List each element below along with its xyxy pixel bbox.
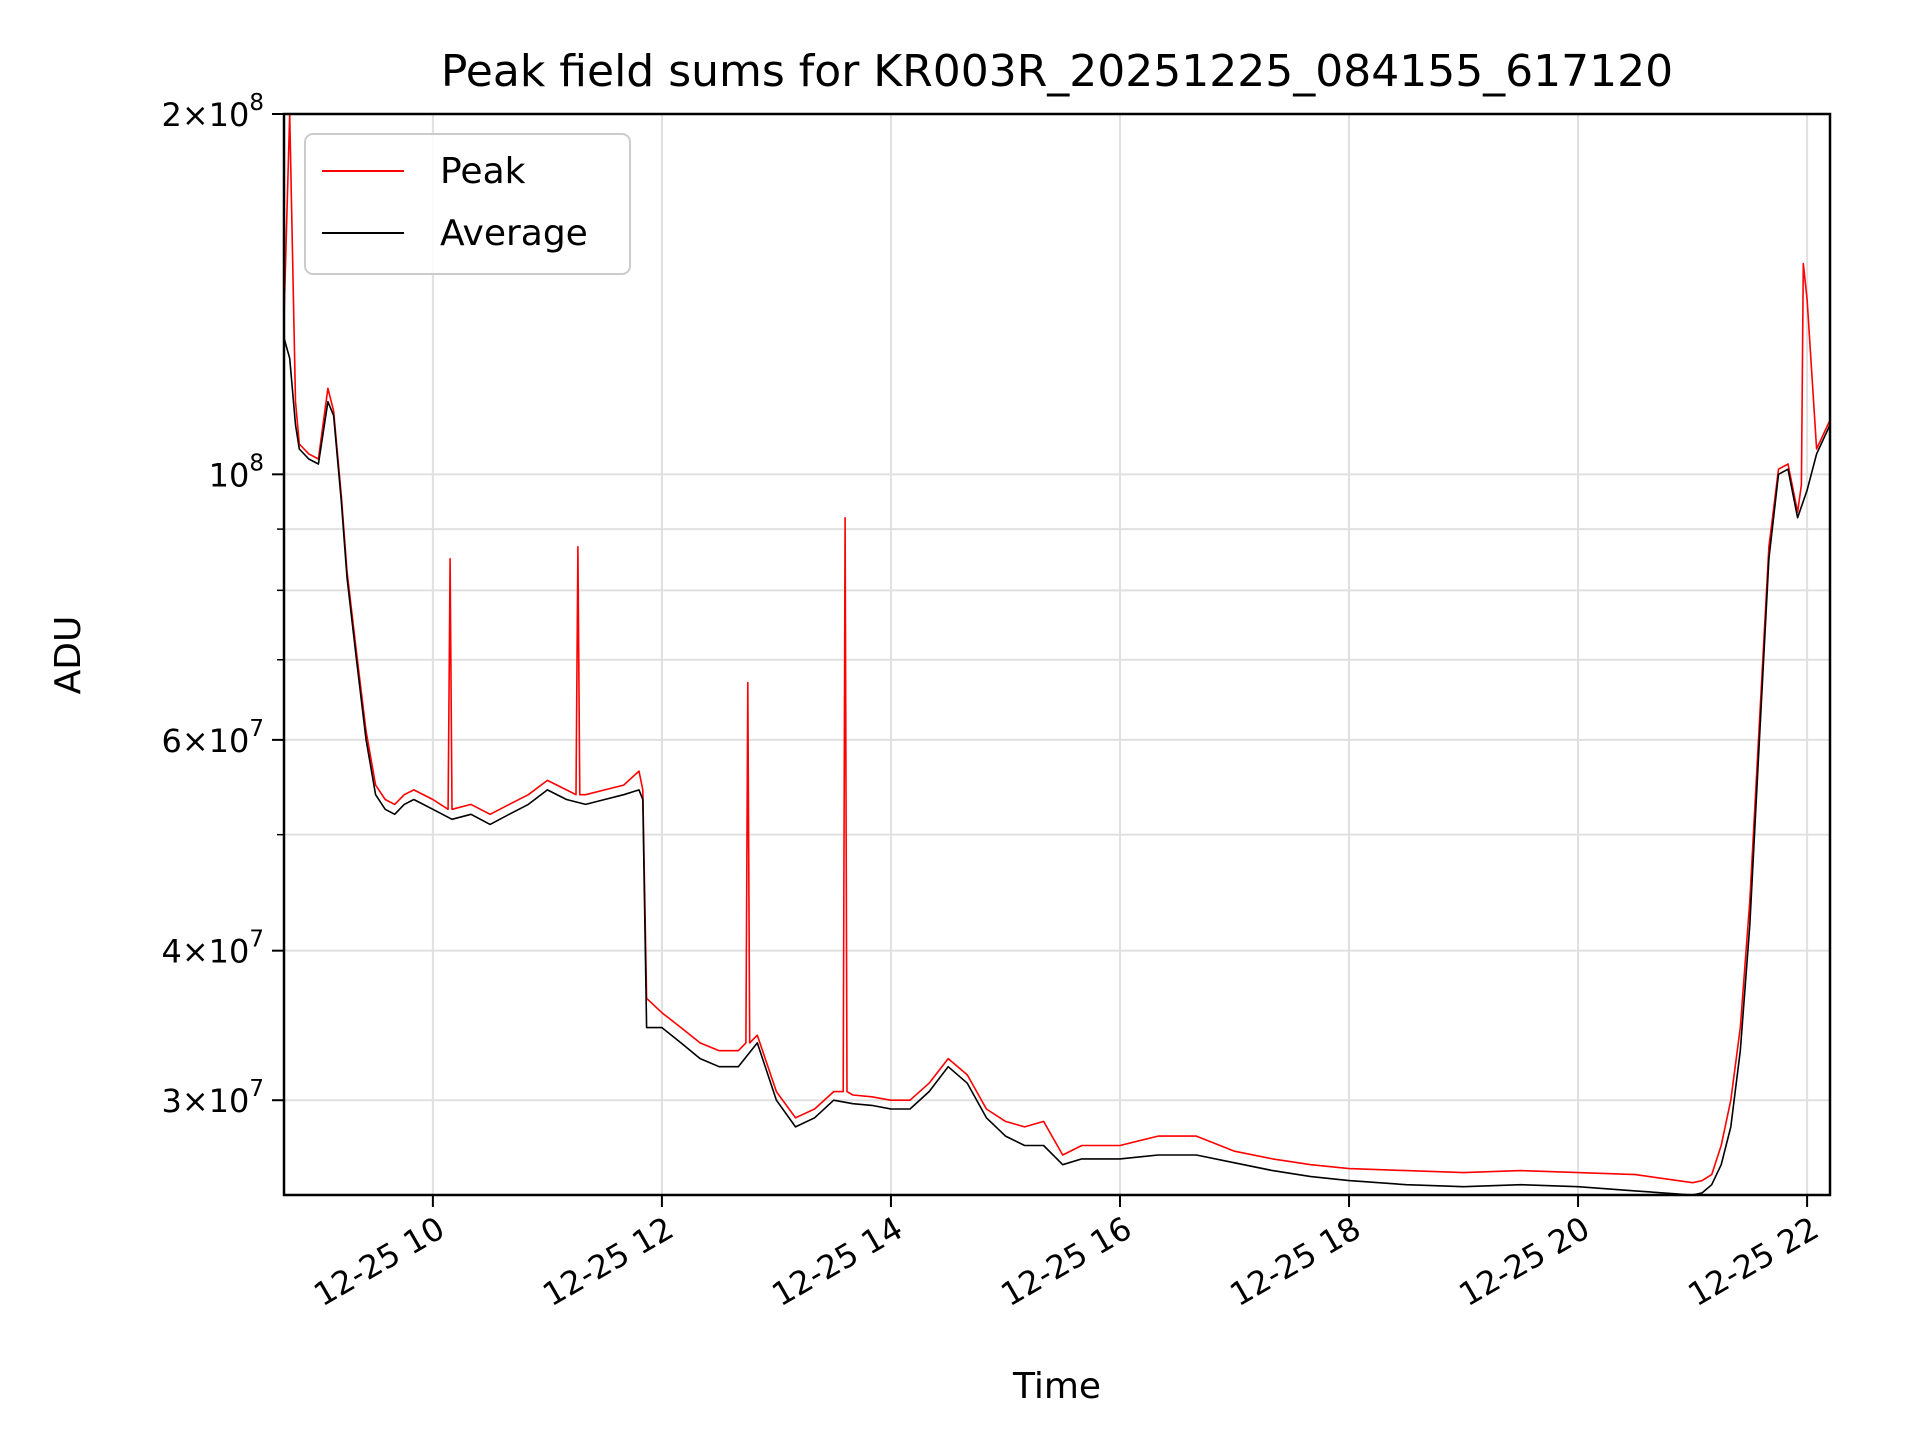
legend: Peak Average (304, 133, 631, 275)
legend-label-peak: Peak (440, 151, 526, 192)
y-tick-label: 4×107 (161, 927, 264, 971)
x-axis-label: Time (1012, 1366, 1101, 1407)
y-axis-label: ADU (48, 616, 89, 695)
y-tick-label: 108 (209, 450, 264, 494)
series-layer (283, 113, 1831, 1196)
series-line-average (283, 337, 1831, 1196)
series-line-peak (283, 113, 1831, 1184)
y-tick-label: 6×107 (161, 716, 264, 760)
y-tick-label: 3×107 (161, 1076, 264, 1120)
plot-frame (282, 112, 1832, 1197)
grid (284, 113, 1830, 1195)
legend-label-average: Average (440, 213, 588, 254)
chart-title: Peak field sums for KR003R_20251225_0841… (441, 46, 1673, 97)
y-tick-label: 2×108 (161, 90, 264, 134)
legend-box (304, 133, 631, 275)
